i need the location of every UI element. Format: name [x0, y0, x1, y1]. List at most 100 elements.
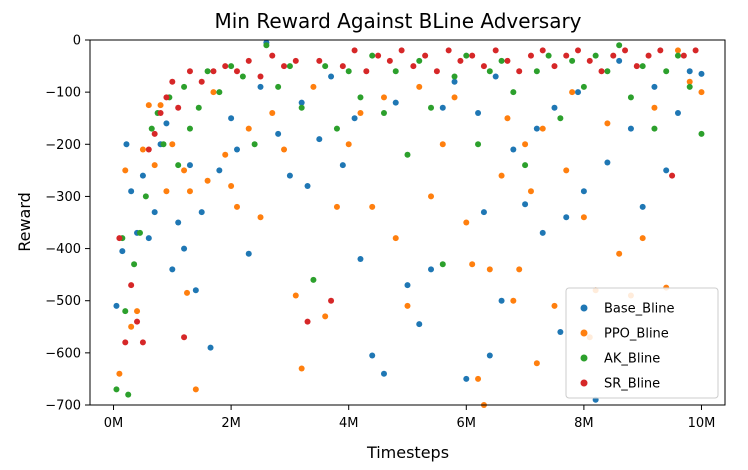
data-point	[604, 159, 611, 166]
data-point	[257, 83, 264, 90]
data-point	[134, 318, 141, 325]
x-axis-label: Timesteps	[366, 443, 449, 462]
data-point	[504, 57, 511, 64]
data-point	[580, 83, 587, 90]
data-point	[286, 172, 293, 179]
data-point	[498, 57, 505, 64]
data-point	[119, 248, 126, 255]
data-point	[116, 370, 123, 377]
data-point	[586, 57, 593, 64]
data-point	[184, 289, 191, 296]
data-point	[580, 214, 587, 221]
data-point	[533, 360, 540, 367]
data-point	[627, 94, 634, 101]
y-tick-label: −400	[45, 242, 81, 257]
x-tick-label: 2M	[221, 416, 241, 431]
data-point	[186, 188, 193, 195]
data-point	[686, 68, 693, 75]
data-point	[269, 110, 276, 116]
data-point	[486, 352, 493, 359]
data-point	[269, 52, 276, 59]
data-point	[557, 329, 564, 335]
data-point	[181, 245, 188, 252]
data-point	[463, 52, 470, 59]
data-point	[404, 282, 411, 289]
data-point	[275, 83, 282, 90]
data-point	[157, 110, 164, 116]
data-point	[339, 63, 346, 70]
data-point	[510, 146, 517, 153]
data-point	[669, 172, 676, 179]
data-point	[486, 68, 493, 75]
data-point	[533, 125, 540, 132]
data-point	[598, 68, 605, 75]
data-point	[392, 235, 399, 242]
data-point	[463, 375, 470, 382]
data-point	[633, 63, 640, 70]
data-point	[610, 52, 617, 59]
chart-title: Min Reward Against BLine Adversary	[214, 9, 581, 33]
data-point	[492, 73, 499, 80]
data-point	[539, 229, 546, 236]
data-point	[469, 261, 476, 268]
data-point	[475, 141, 482, 148]
data-point	[369, 52, 376, 59]
data-point	[428, 193, 435, 200]
data-point	[263, 42, 270, 49]
data-point	[239, 73, 246, 80]
data-point	[639, 235, 646, 242]
data-point	[210, 89, 217, 96]
data-point	[369, 203, 376, 210]
legend-marker	[580, 304, 588, 312]
data-point	[698, 130, 705, 137]
data-point	[316, 57, 323, 64]
legend-label: Base_Bline	[604, 302, 675, 317]
data-point	[169, 78, 176, 85]
data-point	[380, 110, 387, 116]
data-point	[451, 78, 458, 85]
data-point	[145, 235, 152, 242]
data-point	[304, 318, 311, 325]
legend-label: PPO_Bline	[604, 327, 669, 342]
data-point	[439, 141, 446, 148]
data-point	[469, 52, 476, 59]
data-point	[375, 52, 382, 59]
data-point	[563, 52, 570, 59]
data-point	[657, 47, 664, 54]
y-tick-label: −300	[45, 190, 81, 205]
data-point	[345, 141, 352, 148]
data-point	[136, 229, 143, 236]
data-point	[281, 146, 288, 153]
data-point	[451, 94, 458, 101]
data-point	[569, 57, 576, 64]
legend-marker	[580, 379, 588, 387]
data-point	[186, 68, 193, 75]
data-point	[639, 203, 646, 210]
data-point	[151, 209, 158, 216]
data-point	[216, 167, 223, 174]
data-point	[192, 287, 199, 294]
data-point	[410, 63, 417, 70]
data-point	[363, 68, 370, 75]
data-point	[428, 266, 435, 273]
data-point	[113, 302, 120, 309]
data-point	[463, 219, 470, 226]
data-point	[316, 136, 323, 143]
y-tick-label: −200	[45, 138, 81, 153]
data-point	[292, 292, 299, 299]
data-point	[286, 63, 293, 70]
data-point	[439, 261, 446, 268]
data-point	[163, 94, 170, 101]
data-point	[186, 125, 193, 132]
y-axis-label: Reward	[15, 192, 34, 252]
data-point	[163, 120, 170, 127]
data-point	[551, 104, 558, 111]
data-point	[545, 52, 552, 59]
data-point	[298, 365, 305, 372]
data-point	[504, 115, 511, 122]
data-point	[195, 104, 202, 111]
data-point	[125, 391, 132, 398]
data-point	[181, 83, 188, 90]
data-point	[686, 83, 693, 90]
data-point	[663, 68, 670, 75]
